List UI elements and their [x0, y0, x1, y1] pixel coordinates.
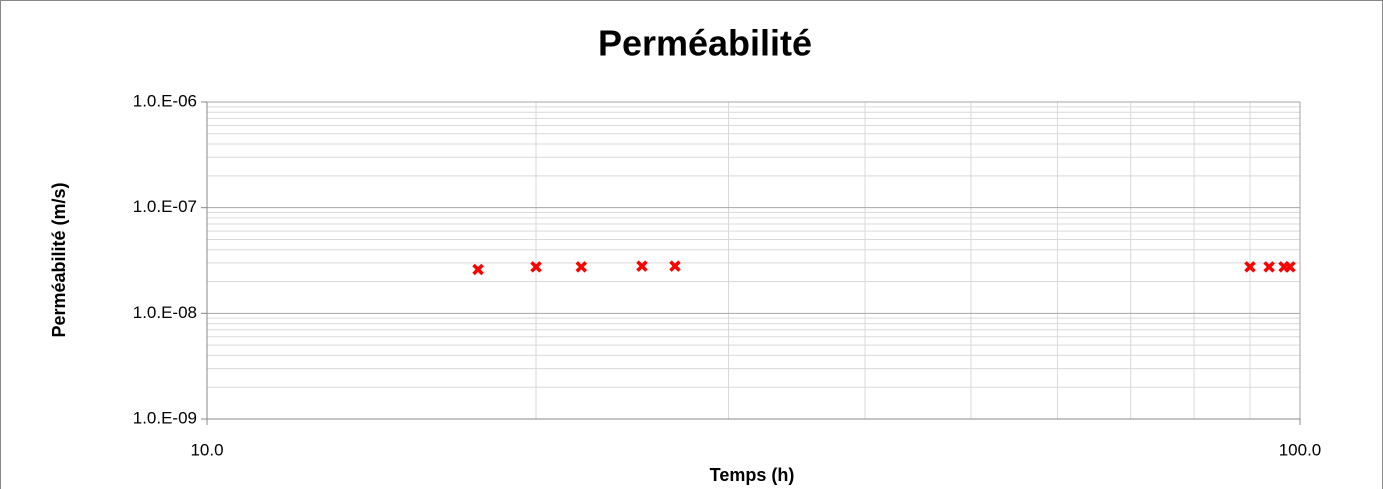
y-tick-label: 1.0.E-08 [133, 303, 197, 322]
y-axis-label: Perméabilité (m/s) [49, 182, 69, 337]
marker [669, 260, 681, 272]
marker [1263, 261, 1275, 273]
x-axis-label: Temps (h) [710, 465, 795, 485]
marker [1284, 261, 1296, 273]
marker [472, 263, 484, 276]
marker [636, 260, 648, 272]
y-tick-label: 1.0.E-09 [133, 408, 197, 427]
marker [1244, 261, 1256, 273]
x-tick-label: 10.0 [190, 440, 223, 459]
chart-title: Perméabilité [598, 23, 812, 64]
x-tick-label: 100.0 [1279, 440, 1322, 459]
y-tick-label: 1.0.E-06 [133, 91, 197, 110]
y-tick-label: 1.0.E-07 [133, 197, 197, 216]
marker [575, 261, 588, 273]
marker [530, 261, 542, 273]
